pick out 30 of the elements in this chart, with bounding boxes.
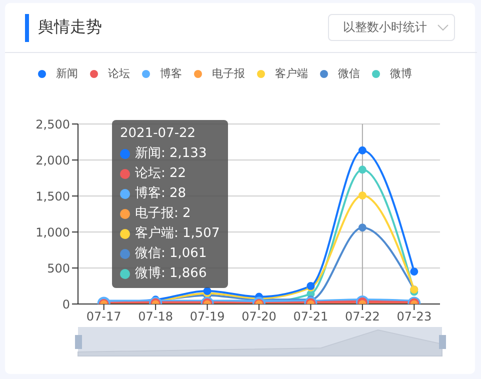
y-tick-label: 2,500	[36, 117, 70, 132]
annotation: 客户端: 1,507	[135, 225, 220, 243]
annotation: 论坛: 22	[135, 165, 186, 183]
annotation: 博客: 28	[135, 185, 186, 203]
legend-label: 客户端	[275, 66, 308, 81]
x-tick-label: 07-20	[242, 310, 276, 324]
x-tick-label: 07-22	[344, 310, 380, 324]
x-tick-label: 07-18	[138, 310, 174, 324]
x-tick-label: 07-19	[190, 310, 225, 324]
annotation: 2021-07-22	[120, 125, 197, 143]
y-tick-label: 500	[47, 261, 70, 276]
y-tick-label: 0	[62, 297, 70, 312]
annotation: 电子报: 2	[135, 205, 191, 223]
legend-label: 微博	[390, 66, 412, 81]
legend-label: 论坛	[108, 66, 130, 81]
chart-title: 舆情走势	[38, 17, 102, 38]
legend-label: 新闻	[56, 66, 78, 81]
x-tick-label: 07-21	[293, 310, 328, 324]
annotation: 新闻: 2,133	[135, 145, 207, 163]
x-tick-label: 07-23	[396, 310, 432, 324]
dropdown-field: 以整数小时统计	[328, 14, 455, 41]
annotation: 微博: 1,866	[135, 265, 207, 283]
legend-label: 博客	[160, 66, 182, 81]
annotation: 微信: 1,061	[135, 245, 207, 263]
y-tick-label: 2,000	[36, 153, 70, 168]
y-tick-label: 1,000	[36, 225, 70, 240]
legend-label: 电子报	[212, 66, 245, 81]
x-tick-label: 07-17	[86, 310, 122, 324]
y-tick-label: 1,500	[36, 189, 70, 204]
legend-label: 微信	[338, 66, 360, 81]
